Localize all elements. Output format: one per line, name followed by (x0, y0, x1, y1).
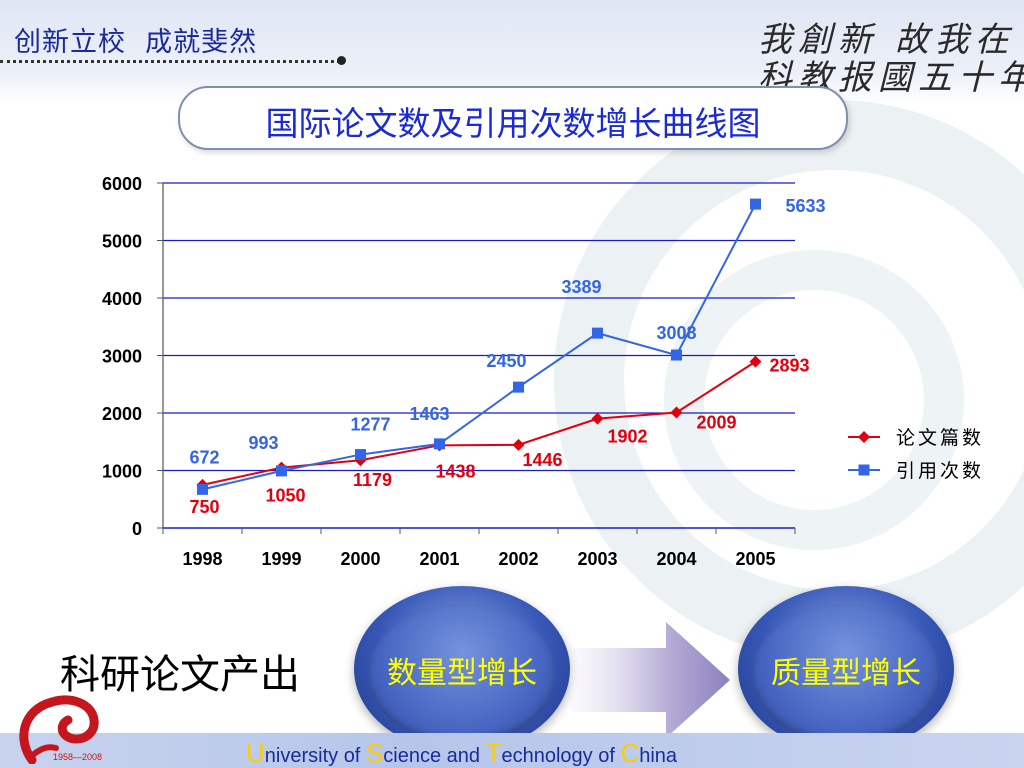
data-label: 2450 (486, 351, 526, 371)
logo-years: 1958—2008 (53, 752, 103, 762)
data-label: 750 (189, 497, 219, 517)
series-papers: 750 1050 1179 1438 1446 1902 2009 2893 (189, 355, 810, 517)
right-arrow-icon (570, 622, 730, 738)
line-chart: 0 1000 2000 3000 4000 5000 6000 1998 1999 2000 200… (102, 174, 984, 569)
y-tick-label: 0 (132, 519, 142, 539)
data-point (592, 327, 603, 339)
footer-band (0, 733, 1024, 768)
dotted-divider (0, 60, 340, 63)
legend-label: 引用次数 (896, 460, 984, 482)
y-tick-label: 6000 (102, 174, 142, 194)
data-label: 3389 (561, 277, 601, 297)
data-point (512, 438, 525, 451)
legend-item: 引用次数 (848, 460, 984, 482)
data-point (355, 449, 366, 461)
data-point (750, 198, 761, 210)
quality-growth-label: 质量型增长 (771, 656, 921, 691)
data-point (670, 406, 683, 419)
series-citations: 672 993 1277 1463 2450 3389 3008 5633 (189, 196, 826, 495)
data-point (591, 412, 604, 425)
data-label: 2893 (769, 356, 809, 376)
slide-title-box: 国际论文数及引用次数增长曲线图 (178, 86, 848, 150)
data-label: 1446 (522, 450, 562, 470)
data-label: 3008 (656, 323, 696, 343)
y-tick-label: 3000 (102, 347, 142, 367)
quantity-growth-label: 数量型增长 (387, 656, 537, 691)
subject-label: 科研论文产出 (60, 652, 300, 698)
x-tick-label: 2000 (340, 549, 380, 569)
data-point (276, 465, 287, 477)
university-name: University of Science and Technology of … (246, 738, 678, 768)
x-tick-label: 2004 (656, 549, 696, 569)
legend-marker (858, 464, 870, 476)
data-label: 1277 (350, 415, 390, 435)
series-line (202, 203, 757, 491)
data-label: 993 (248, 433, 278, 453)
data-point (671, 349, 682, 361)
data-point (197, 483, 208, 495)
data-label: 1463 (409, 404, 449, 424)
data-point (749, 355, 762, 368)
data-point (513, 381, 524, 393)
data-point (434, 438, 445, 450)
divider-dot (337, 56, 346, 65)
x-tick-label: 2005 (735, 549, 775, 569)
legend-label: 论文篇数 (896, 427, 984, 449)
y-tick-label: 4000 (102, 289, 142, 309)
x-tick-label: 2001 (419, 549, 459, 569)
x-tick-label: 1999 (261, 549, 301, 569)
x-tick-label: 1998 (182, 549, 222, 569)
y-tick-label: 5000 (102, 232, 142, 252)
y-tick-label: 1000 (102, 462, 142, 482)
university-logo-icon (19, 695, 99, 764)
data-label: 1050 (265, 486, 305, 506)
x-tick-label: 2003 (577, 549, 617, 569)
x-tick-label: 2002 (498, 549, 538, 569)
data-label: 5633 (785, 196, 825, 216)
slide-title: 国际论文数及引用次数增长曲线图 (265, 104, 761, 143)
calligraphy-line-1: 我創新 故我在 (758, 20, 1015, 60)
data-label: 1179 (353, 470, 392, 490)
data-label: 1438 (435, 461, 475, 481)
legend-marker (858, 431, 870, 443)
series-line (202, 360, 757, 486)
quantity-growth-bubble: 数量型增长 (354, 586, 570, 752)
data-label: 672 (189, 447, 219, 467)
data-label: 2009 (696, 412, 736, 432)
legend-item: 论文篇数 (848, 427, 984, 449)
y-tick-label: 2000 (102, 404, 142, 424)
quality-growth-bubble: 质量型增长 (738, 586, 954, 752)
motto-text: 创新立校 成就斐然 (14, 27, 258, 58)
data-label: 1902 (607, 427, 647, 447)
